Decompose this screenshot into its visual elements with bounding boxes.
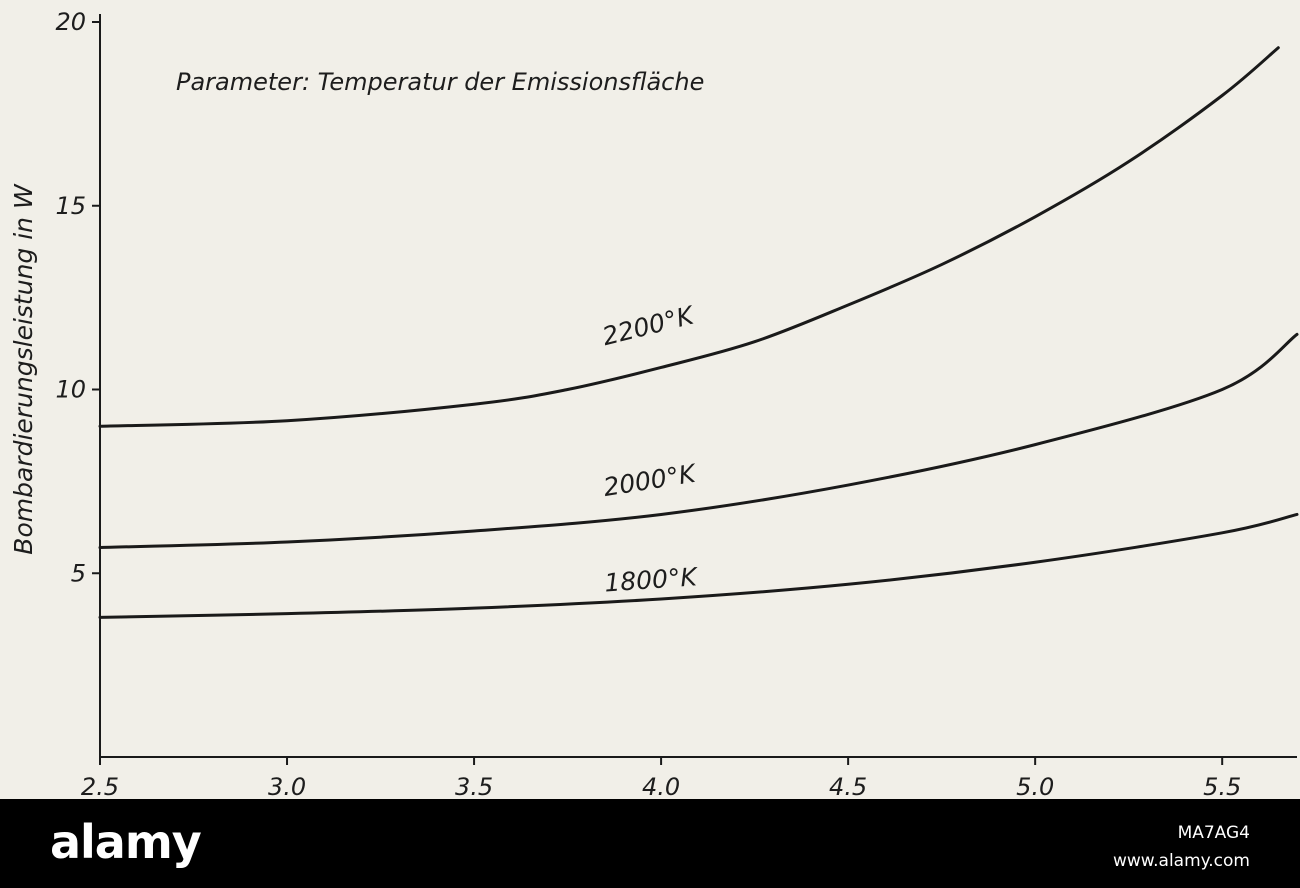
x-tick-label: 5.0 — [1016, 773, 1054, 800]
x-tick-label: 2.5 — [81, 773, 119, 800]
x-tick-label: 3.0 — [268, 773, 306, 800]
y-tick-label: 15 — [55, 192, 86, 220]
x-tick-label: 4.0 — [642, 773, 680, 800]
alamy-logo: alamy — [50, 815, 202, 869]
site-url: www.alamy.com — [1112, 851, 1250, 871]
parameter-annotation: Parameter: Temperatur der Emissionsfläch… — [176, 68, 704, 96]
y-axis-title: Bombardierungsleistung in W — [9, 183, 38, 555]
y-tick-label: 5 — [71, 559, 86, 587]
series-label-2: 1800°K — [603, 562, 700, 598]
series-label-1: 2000°K — [601, 458, 699, 502]
image-id: MA7AG4 — [1177, 823, 1250, 843]
y-tick-label: 10 — [55, 376, 86, 404]
series-line-0 — [98, 46, 1280, 428]
y-tick-label: 20 — [55, 8, 86, 36]
footer-bar: alamy MA7AG4 www.alamy.com — [0, 799, 1300, 888]
series-line-1 — [98, 332, 1299, 550]
x-tick-label: 4.5 — [829, 773, 867, 800]
x-tick-label: 3.5 — [455, 773, 493, 800]
x-tick-label: 5.5 — [1203, 773, 1241, 800]
footer-info: MA7AG4 www.alamy.com — [1113, 819, 1250, 875]
series-label-0: 2200°K — [599, 300, 698, 351]
series-line-2 — [98, 512, 1299, 619]
chart-plot: 5 10 15 20 2.5 3.0 3.5 4.0 4.5 5.0 5.5 Bombardieru… — [9, 8, 1299, 800]
